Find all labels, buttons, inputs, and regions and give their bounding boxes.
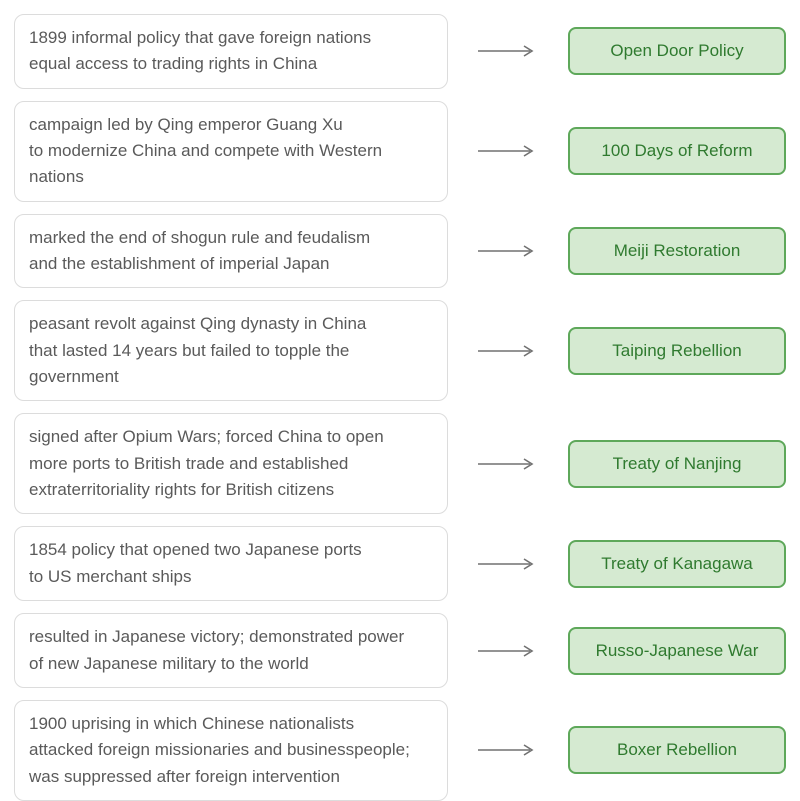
text-line: that lasted 14 years but failed to toppl… — [29, 341, 349, 386]
text-line: extraterritoriality rights for British c… — [29, 480, 334, 499]
text-line: was suppressed after foreign interventio… — [29, 767, 340, 786]
text-line: peasant revolt against Qing dynasty in C… — [29, 314, 366, 333]
text-line: 1854 policy that opened two Japanese por… — [29, 540, 362, 559]
match-row: resulted in Japanese victory; demonstrat… — [14, 613, 786, 688]
text-line: attacked foreign missionaries and busine… — [29, 740, 410, 759]
answer-box: Treaty of Nanjing — [568, 440, 786, 488]
description-box: 1900 uprising in which Chinese nationali… — [14, 700, 448, 801]
description-box: 1899 informal policy that gave foreign n… — [14, 14, 448, 89]
answer-box: Open Door Policy — [568, 27, 786, 75]
answer-box: Russo-Japanese War — [568, 627, 786, 675]
arrow — [448, 743, 568, 757]
answer-box: Meiji Restoration — [568, 227, 786, 275]
arrow — [448, 457, 568, 471]
match-row: marked the end of shogun rule and feudal… — [14, 214, 786, 289]
text-line: 1899 informal policy that gave foreign n… — [29, 28, 371, 47]
arrow — [448, 144, 568, 158]
description-box: signed after Opium Wars; forced China to… — [14, 413, 448, 514]
match-row: 1854 policy that opened two Japanese por… — [14, 526, 786, 601]
arrow — [448, 44, 568, 58]
text-line: Russo-Japanese War — [596, 641, 759, 660]
text-line: Treaty of Kanagawa — [601, 554, 753, 573]
text-line: of new Japanese military to the world — [29, 654, 309, 673]
arrow — [448, 344, 568, 358]
description-box: marked the end of shogun rule and feudal… — [14, 214, 448, 289]
answer-box: Taiping Rebellion — [568, 327, 786, 375]
arrow-icon — [476, 44, 540, 58]
text-line: campaign led by Qing emperor Guang Xu — [29, 115, 343, 134]
text-line: marked the end of shogun rule and feudal… — [29, 228, 370, 247]
arrow-icon — [476, 344, 540, 358]
text-line: resulted in Japanese victory; demonstrat… — [29, 627, 404, 646]
arrow-icon — [476, 557, 540, 571]
answer-box: 100 Days of Reform — [568, 127, 786, 175]
text-line: signed after Opium Wars; forced China to… — [29, 427, 384, 446]
arrow-icon — [476, 644, 540, 658]
arrow — [448, 244, 568, 258]
arrow — [448, 644, 568, 658]
text-line: Boxer Rebellion — [617, 740, 737, 759]
match-row: peasant revolt against Qing dynasty in C… — [14, 300, 786, 401]
answer-box: Treaty of Kanagawa — [568, 540, 786, 588]
answer-box: Boxer Rebellion — [568, 726, 786, 774]
arrow-icon — [476, 457, 540, 471]
text-line: Meiji Restoration — [614, 241, 741, 260]
text-line: 1900 uprising in which Chinese nationali… — [29, 714, 354, 733]
arrow-icon — [476, 244, 540, 258]
description-box: resulted in Japanese victory; demonstrat… — [14, 613, 448, 688]
text-line: Taiping Rebellion — [612, 341, 741, 360]
description-box: campaign led by Qing emperor Guang Xu to … — [14, 101, 448, 202]
match-row: campaign led by Qing emperor Guang Xu to … — [14, 101, 786, 202]
arrow — [448, 557, 568, 571]
text-line: Treaty of Nanjing — [613, 454, 742, 473]
matching-diagram: 1899 informal policy that gave foreign n… — [14, 14, 786, 801]
text-line: equal access to trading rights in China — [29, 54, 317, 73]
text-line: more ports to British trade and establis… — [29, 454, 348, 473]
text-line: 100 Days of Reform — [601, 141, 752, 160]
match-row: 1900 uprising in which Chinese nationali… — [14, 700, 786, 801]
text-line: to US merchant ships — [29, 567, 192, 586]
arrow-icon — [476, 743, 540, 757]
arrow-icon — [476, 144, 540, 158]
description-box: peasant revolt against Qing dynasty in C… — [14, 300, 448, 401]
match-row: signed after Opium Wars; forced China to… — [14, 413, 786, 514]
match-row: 1899 informal policy that gave foreign n… — [14, 14, 786, 89]
text-line: Open Door Policy — [610, 41, 743, 60]
description-box: 1854 policy that opened two Japanese por… — [14, 526, 448, 601]
text-line: to modernize China and compete with West… — [29, 141, 382, 186]
text-line: and the establishment of imperial Japan — [29, 254, 330, 273]
